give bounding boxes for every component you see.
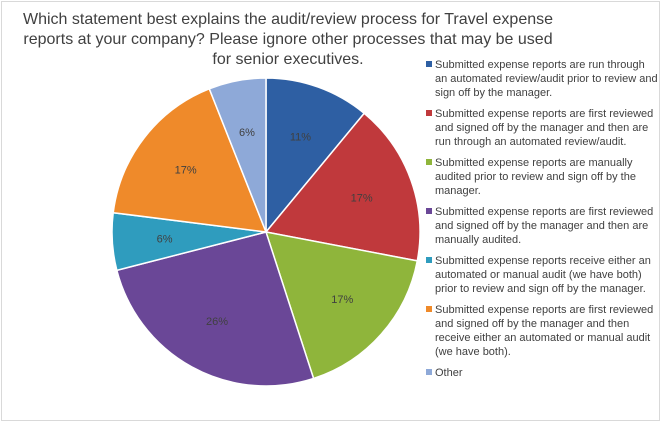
legend-swatch <box>426 369 432 375</box>
chart-legend: Submitted expense reports are run throug… <box>426 58 658 387</box>
legend-item-2: Submitted expense reports are first revi… <box>426 107 658 149</box>
legend-item-1: Submitted expense reports are run throug… <box>426 58 658 100</box>
pie-data-label-7: 6% <box>239 127 255 139</box>
legend-label: Submitted expense reports are first revi… <box>435 108 654 148</box>
legend-label: Submitted expense reports are first revi… <box>435 206 654 246</box>
legend-swatch <box>426 306 432 312</box>
pie-slice-3 <box>264 231 419 380</box>
legend-label: Submitted expense reports are manually a… <box>435 157 636 197</box>
legend-item-4: Submitted expense reports are first revi… <box>426 205 658 247</box>
legend-swatch <box>426 61 432 67</box>
pie-slice-4 <box>115 231 315 387</box>
legend-swatch <box>426 159 432 165</box>
pie-slice-2 <box>264 112 421 262</box>
legend-swatch <box>426 257 432 263</box>
pie-slice-1 <box>265 77 366 235</box>
legend-swatch <box>426 208 432 214</box>
legend-swatch <box>426 110 432 116</box>
pie-slice-6 <box>112 87 268 233</box>
legend-label: Other <box>435 367 463 379</box>
pie-data-label-5: 6% <box>157 233 173 245</box>
pie-slice-7 <box>208 77 267 233</box>
legend-label: Submitted expense reports receive either… <box>435 255 651 295</box>
pie-data-label-4: 26% <box>206 316 228 328</box>
pie-data-label-1: 11% <box>290 131 311 143</box>
chart-title: Which statement best explains the audit/… <box>22 11 554 68</box>
legend-item-3: Submitted expense reports are manually a… <box>426 156 658 198</box>
legend-label: Submitted expense reports are first revi… <box>435 304 654 358</box>
legend-label: Submitted expense reports are run throug… <box>435 59 658 99</box>
legend-item-6: Submitted expense reports are first revi… <box>426 303 658 359</box>
pie-data-label-2: 17% <box>351 193 373 205</box>
legend-item-7: Other <box>426 366 658 380</box>
pie-data-label-6: 17% <box>175 165 197 177</box>
legend-item-5: Submitted expense reports receive either… <box>426 254 658 296</box>
pie-data-label-3: 17% <box>331 294 353 306</box>
